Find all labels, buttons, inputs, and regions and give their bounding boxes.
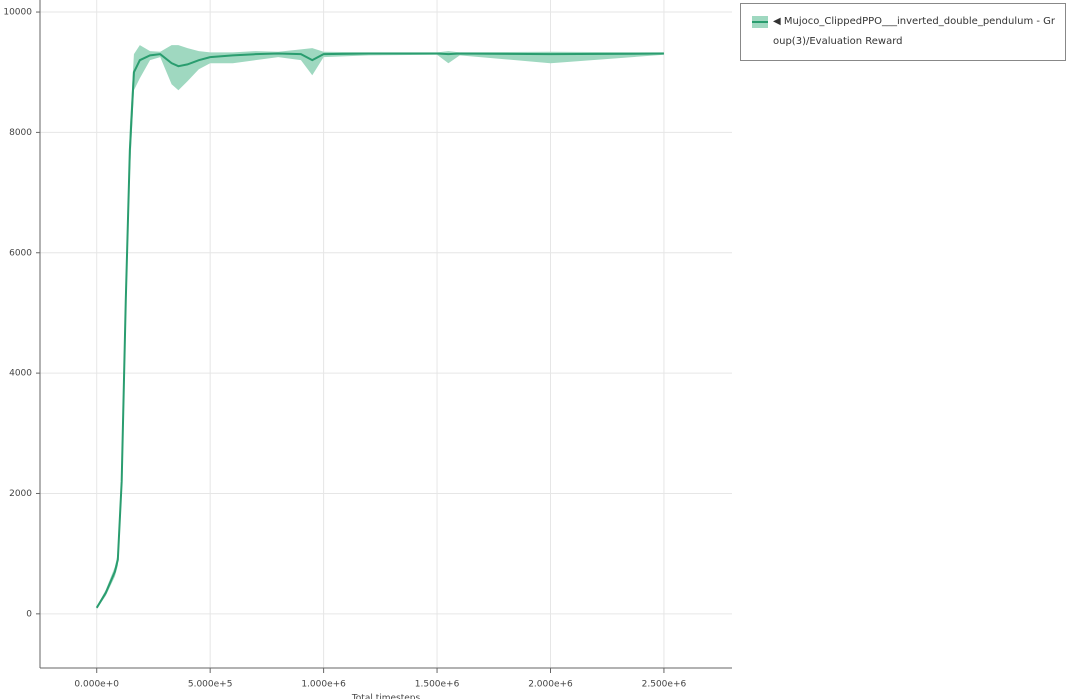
y-tick-label: 2000 [9,489,32,499]
band [96,45,664,610]
y-tick-label: 6000 [9,248,32,258]
legend-label: ◀ Mujoco_ClippedPPO___inverted_double_pe… [773,16,1056,47]
x-tick-label: 5.000e+5 [188,680,233,690]
y-tick-label: 10000 [3,8,32,18]
x-axis-label: Total timesteps [351,694,421,699]
x-tick-label: 1.000e+6 [301,680,346,690]
line [95,52,664,609]
y-tick-label: 8000 [9,128,32,138]
x-tick-label: 2.500e+6 [642,680,687,690]
x-tick-label: 2.000e+6 [528,680,573,690]
x-tick-label: 1.500e+6 [415,680,460,690]
y-tick-label: 0 [26,609,32,619]
legend-swatch [752,16,768,28]
x-tick-label: 0.000e+0 [74,680,119,690]
legend: ◀ Mujoco_ClippedPPO___inverted_double_pe… [740,3,1066,61]
y-tick-label: 4000 [9,369,32,379]
